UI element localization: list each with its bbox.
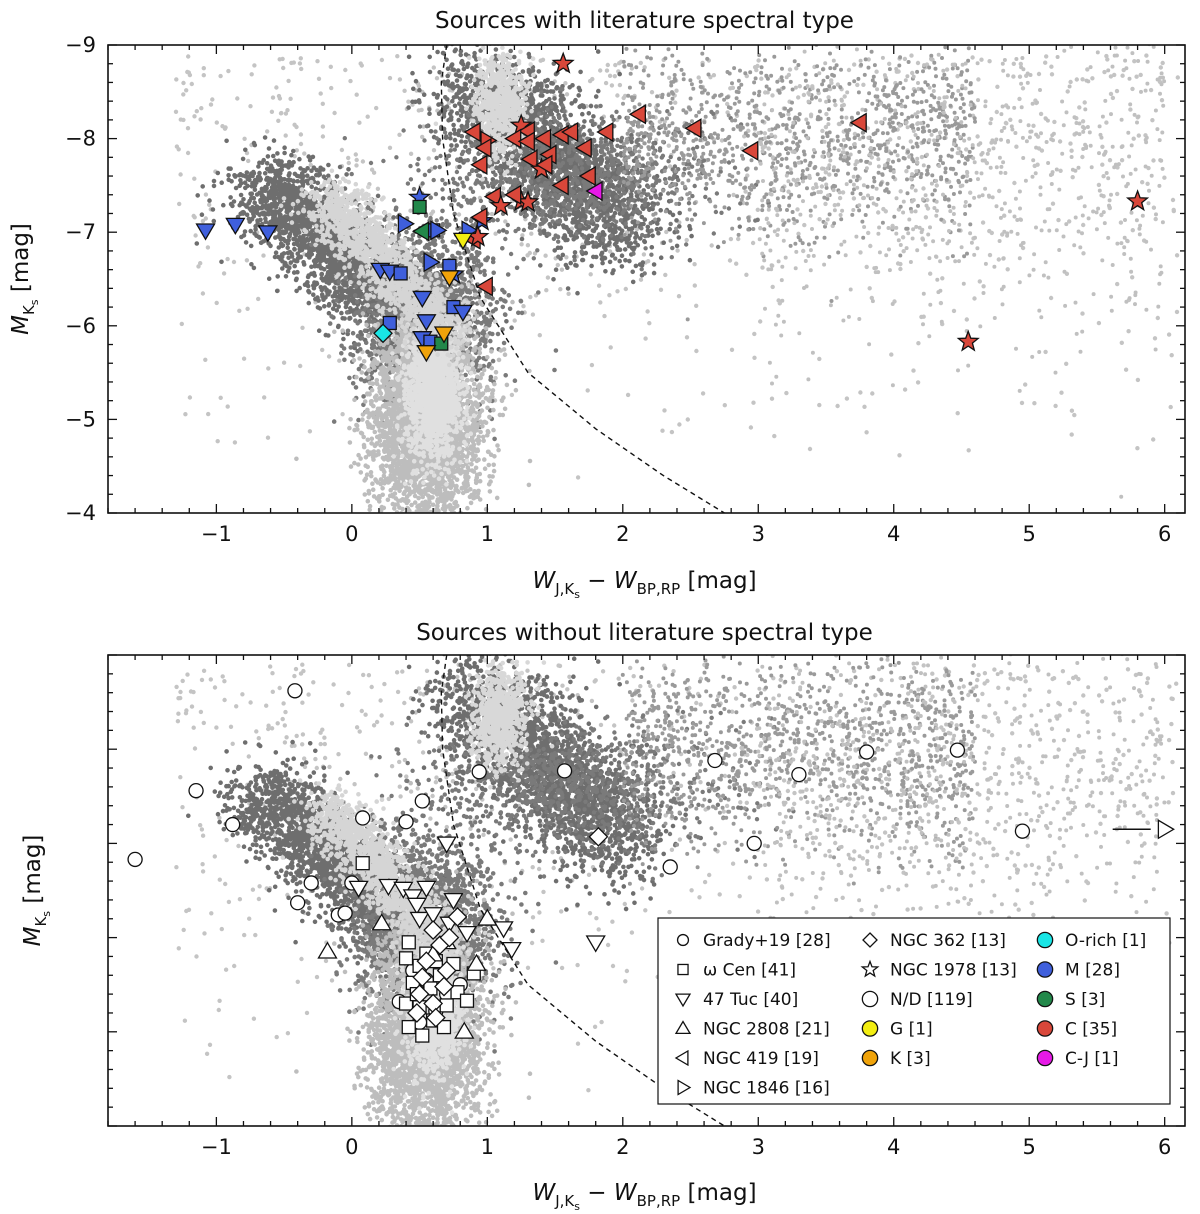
- data-point: [291, 896, 305, 910]
- legend-label: NGC 2808 [21]: [703, 1020, 830, 1040]
- data-point: [400, 952, 413, 965]
- chart-panel-1: −1 0 1 2 3 4 5 6 −9 −8 −7 −6 −5 −4 Sources with litera…: [8, 0, 1185, 619]
- data-point: [1015, 824, 1029, 838]
- data-point: [394, 267, 407, 280]
- y-tick-label: −7: [65, 220, 96, 244]
- legend-label: 47 Tuc [40]: [703, 990, 798, 1010]
- data-point: [304, 876, 318, 890]
- legend-label: C [35]: [1065, 1020, 1117, 1040]
- data-point: [415, 794, 429, 808]
- legend-label: O-rich [1]: [1065, 931, 1146, 951]
- legend-label: NGC 419 [19]: [703, 1049, 819, 1069]
- data-point: [226, 818, 240, 832]
- data-point: [416, 1029, 429, 1042]
- data-point: [402, 936, 415, 949]
- data-point: [338, 906, 352, 920]
- data-point: [958, 331, 978, 350]
- chart-title: Sources with literature spectral type: [435, 8, 854, 34]
- data-point: [860, 745, 874, 759]
- x-axis-label: WJ,Ks − WBP,RP [mag]: [532, 1180, 756, 1213]
- data-point: [587, 936, 605, 951]
- legend-marker: [1037, 1050, 1052, 1065]
- legend-marker: [678, 964, 688, 974]
- data-point: [558, 764, 572, 778]
- data-point: [402, 1021, 415, 1034]
- legend-marker: [862, 1050, 877, 1065]
- x-tick-label: −1: [201, 1135, 232, 1159]
- data-point: [472, 765, 486, 779]
- data-point: [399, 815, 413, 829]
- data-point: [950, 743, 964, 757]
- x-tick-label: 1: [481, 522, 494, 546]
- legend-label: M [28]: [1065, 961, 1120, 981]
- legend-label: G [1]: [890, 1020, 933, 1040]
- data-point: [356, 857, 369, 870]
- data-point: [356, 811, 370, 825]
- data-point: [288, 684, 302, 698]
- offscale-marker: [1158, 820, 1173, 838]
- x-tick-label: 2: [616, 522, 629, 546]
- data-point: [413, 200, 426, 213]
- x-tick-label: 6: [1158, 522, 1171, 546]
- data-point: [417, 1142, 435, 1157]
- legend-label: Grady+19 [28]: [703, 931, 831, 951]
- data-point: [197, 224, 215, 239]
- legend-label: NGC 362 [13]: [890, 931, 1006, 951]
- legend-marker: [1037, 991, 1052, 1006]
- legend-label: S [3]: [1065, 990, 1105, 1010]
- x-tick-label: 4: [887, 522, 900, 546]
- x-tick-label: 3: [752, 522, 765, 546]
- y-axis-label: MKs [mag]: [8, 223, 41, 335]
- legend-label: N/D [119]: [890, 990, 973, 1010]
- data-point: [440, 999, 453, 1012]
- x-tick-label: 6: [1158, 1135, 1171, 1159]
- x-axis-label: WJ,Ks − WBP,RP [mag]: [532, 568, 756, 601]
- legend-label: C-J [1]: [1065, 1049, 1118, 1069]
- data-point: [461, 994, 474, 1007]
- x-tick-label: 1: [481, 1135, 494, 1159]
- data-point: [553, 53, 573, 72]
- y-axis-label: MKs [mag]: [20, 835, 53, 947]
- x-tick-label: 2: [616, 1135, 629, 1159]
- x-tick-label: 0: [345, 522, 358, 546]
- legend-marker: [1037, 962, 1052, 977]
- data-point: [747, 836, 761, 850]
- x-tick-label: 4: [887, 1135, 900, 1159]
- legend-label: ω Cen [41]: [703, 961, 796, 981]
- y-tick-label: −8: [65, 127, 96, 151]
- y-tick-label: −6: [65, 314, 96, 338]
- y-tick-label: −4: [65, 501, 96, 525]
- data-point: [792, 768, 806, 782]
- data-point: [189, 784, 203, 798]
- data-point: [663, 860, 677, 874]
- legend-marker: [1037, 1021, 1052, 1036]
- legend: Grady+19 [28] ω Cen [41] 47 Tuc [40] NGC 28…: [658, 918, 1170, 1104]
- chart-title: Sources without literature spectral type: [416, 620, 873, 646]
- legend-marker: [862, 991, 877, 1006]
- x-tick-label: 5: [1023, 522, 1036, 546]
- x-tick-label: 3: [752, 1135, 765, 1159]
- data-point: [226, 218, 244, 233]
- legend-label: K [3]: [890, 1049, 931, 1069]
- data-point: [708, 753, 722, 767]
- x-tick-label: 5: [1023, 1135, 1036, 1159]
- legend-label: NGC 1978 [13]: [890, 961, 1017, 981]
- chart-panel-2: −1 0 1 2 3 4 5 6 Sources without literature spec…: [20, 530, 1185, 1213]
- x-tick-label: −1: [201, 522, 232, 546]
- y-tick-label: −9: [65, 33, 96, 57]
- legend-marker: [678, 935, 689, 946]
- y-tick-label: −5: [65, 407, 96, 431]
- legend-marker: [1037, 932, 1052, 947]
- data-point: [128, 852, 142, 866]
- x-tick-label: 0: [345, 1135, 358, 1159]
- legend-label: NGC 1846 [16]: [703, 1079, 830, 1099]
- legend-marker: [862, 1021, 877, 1036]
